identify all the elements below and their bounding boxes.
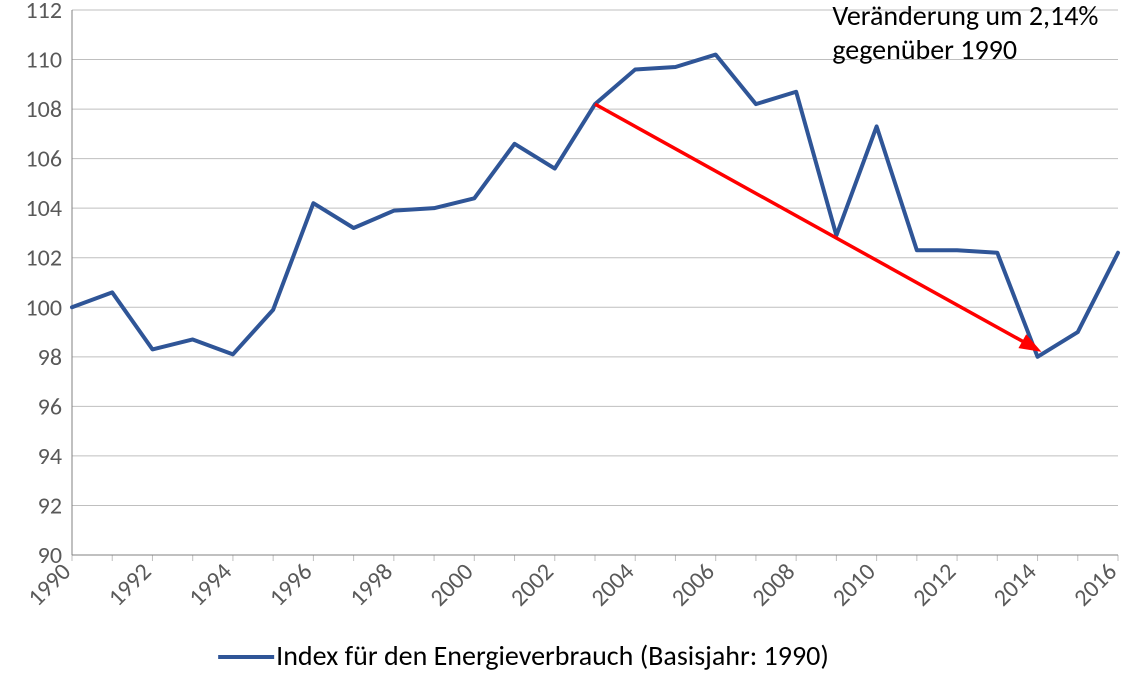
y-tick-label: 96 (38, 392, 62, 421)
y-tick-label: 110 (26, 46, 63, 75)
y-tick-label: 98 (38, 343, 62, 372)
y-tick-label: 92 (38, 491, 62, 520)
y-tick-label: 104 (26, 194, 63, 223)
annotation-text: Veränderung um 2,14% (832, 0, 1098, 33)
chart-svg: 9092949698100102104106108110112199019921… (0, 0, 1134, 687)
y-tick-label: 106 (26, 145, 63, 174)
y-tick-label: 102 (26, 244, 63, 273)
y-tick-label: 108 (26, 95, 63, 124)
y-tick-label: 100 (26, 293, 63, 322)
annotation-text: gegenüber 1990 (832, 32, 1017, 67)
y-tick-label: 94 (38, 442, 62, 471)
line-chart: 9092949698100102104106108110112199019921… (0, 0, 1134, 687)
y-tick-label: 112 (26, 0, 63, 25)
legend-label: Index für den Energieverbrauch (Basisjah… (276, 638, 829, 673)
